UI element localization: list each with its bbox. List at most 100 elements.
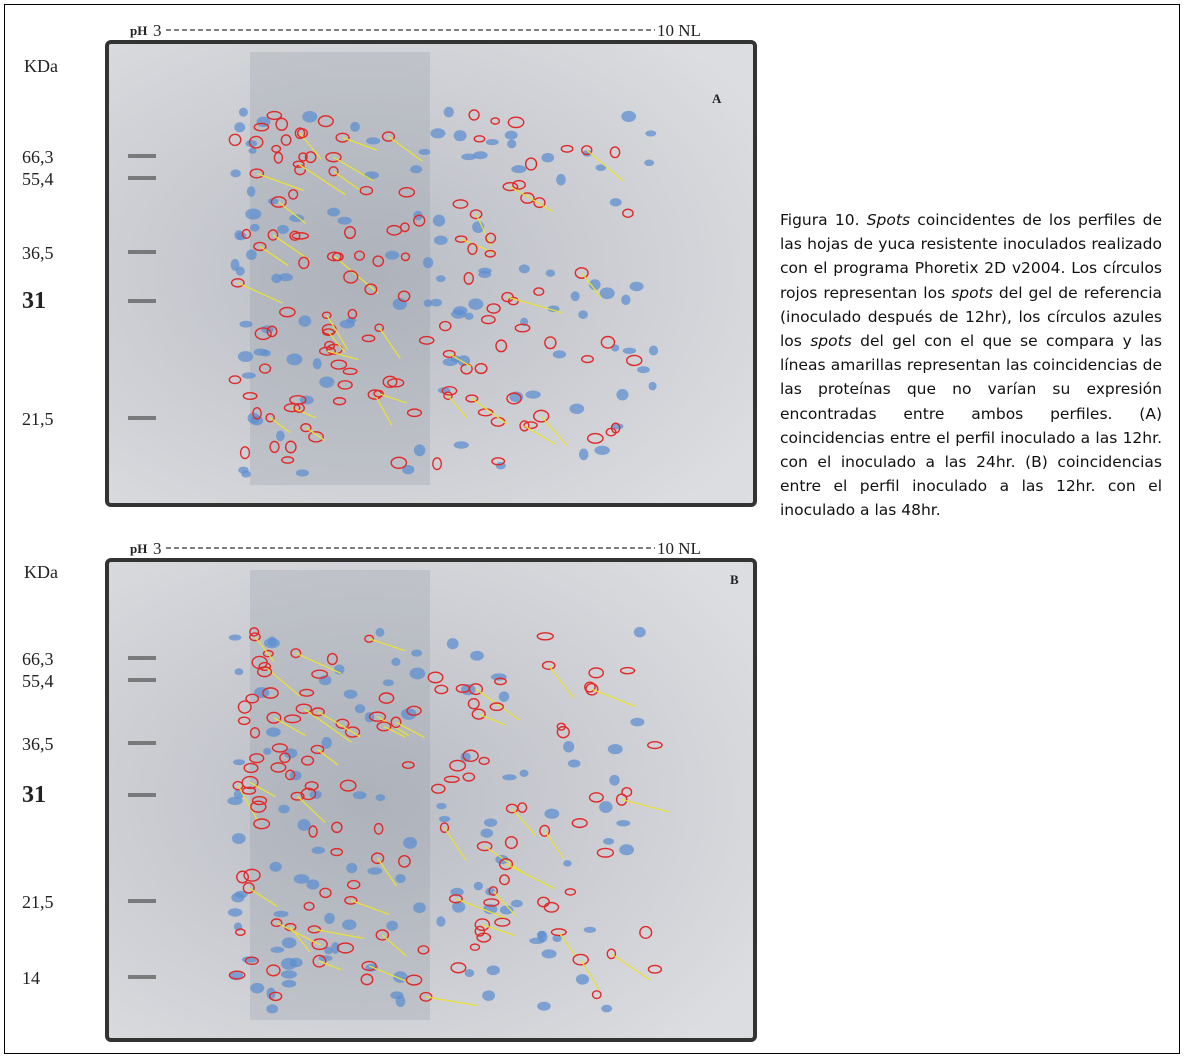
blue-spot	[616, 820, 630, 826]
blue-spot	[375, 628, 384, 637]
blue-spot	[271, 274, 281, 284]
blue-spot	[239, 108, 248, 117]
blue-spot	[386, 921, 398, 931]
blue-spot	[436, 803, 446, 809]
blue-spot	[544, 809, 559, 819]
mw-marker: 31	[22, 782, 46, 808]
blue-spot	[499, 691, 509, 702]
blue-spot	[542, 949, 557, 958]
blue-spot	[261, 350, 271, 357]
blue-spot	[649, 345, 658, 355]
blue-spot	[247, 186, 256, 197]
blue-spot	[637, 366, 650, 373]
blue-spot	[355, 704, 365, 713]
blue-spot	[447, 638, 459, 649]
ladder-band	[128, 154, 156, 158]
blue-spot	[484, 818, 497, 827]
blue-spot	[465, 969, 475, 977]
blue-spot	[242, 372, 256, 378]
blue-spot	[319, 376, 334, 387]
blue-spot	[312, 847, 325, 854]
mw-marker: 36,5	[22, 243, 54, 263]
blue-spot	[482, 990, 495, 1001]
blue-spot	[453, 306, 467, 315]
ladder-band	[128, 741, 156, 745]
blue-spot	[246, 249, 257, 260]
blue-spot	[250, 983, 264, 994]
blue-spot	[511, 900, 523, 908]
blue-spot	[537, 1002, 551, 1011]
blue-spot	[302, 111, 317, 123]
blue-spot	[350, 122, 360, 132]
caption-italic: spots	[951, 284, 993, 302]
ladder-band	[128, 299, 156, 303]
blue-spot	[383, 679, 394, 686]
blue-spot	[266, 727, 281, 736]
blue-spot	[511, 165, 526, 173]
ph-end: 10 NL	[657, 21, 701, 40]
mw-marker: 66,3	[22, 147, 54, 167]
blue-spot	[520, 770, 529, 777]
mw-marker: 55,4	[22, 671, 54, 691]
blue-spot	[238, 351, 253, 362]
gel-background	[107, 42, 755, 505]
blue-spot	[395, 874, 405, 883]
ladder-band	[128, 656, 156, 660]
blue-spot	[410, 668, 426, 680]
panel-letter: B	[730, 572, 739, 587]
blue-spot	[443, 358, 458, 366]
blue-spot	[644, 160, 654, 167]
blue-spot	[601, 1005, 612, 1013]
ph-end: 10 NL	[657, 539, 701, 558]
panel-letter: A	[712, 91, 722, 106]
blue-spot	[569, 404, 584, 414]
blue-spot	[282, 980, 297, 988]
blue-spot	[313, 358, 322, 369]
blue-spot	[621, 111, 636, 122]
ladder-band	[128, 176, 156, 180]
caption-text: Figura 10.	[780, 211, 867, 229]
blue-spot	[634, 627, 646, 638]
blue-spot	[599, 801, 612, 813]
blue-spot	[237, 232, 247, 241]
blue-spot	[553, 350, 566, 358]
blue-spot	[502, 774, 516, 780]
blue-spot	[231, 893, 244, 903]
blue-spot	[600, 287, 615, 299]
blue-spot	[376, 794, 386, 801]
blue-spot	[439, 816, 450, 822]
blue-spot	[298, 315, 311, 326]
blue-spot	[274, 911, 289, 918]
blue-spot	[364, 171, 379, 179]
caption-text: del gel con el que se compara y las líne…	[780, 332, 1162, 519]
blue-spot	[286, 354, 302, 366]
blue-spot	[268, 636, 277, 646]
blue-spot	[297, 819, 310, 831]
blue-spot	[346, 863, 357, 873]
blue-spot	[594, 446, 609, 455]
blue-spot	[340, 320, 355, 329]
blue-spot	[239, 321, 252, 328]
blue-spot	[282, 937, 297, 948]
unit-label: KDa	[24, 562, 58, 582]
ph-label: pH	[130, 23, 147, 38]
caption-italic: Spots	[867, 211, 910, 229]
blue-spot	[525, 391, 540, 399]
blue-spot	[563, 860, 572, 867]
page: {"figure":{"panels":[ {"ph":"pH","ph_sta…	[0, 0, 1188, 1060]
mw-marker: 21,5	[22, 892, 54, 912]
blue-spot	[337, 217, 351, 225]
mw-marker: 66,3	[22, 649, 54, 669]
blue-spot	[468, 298, 483, 309]
blue-spot	[294, 874, 309, 884]
blue-spot	[263, 748, 271, 755]
ph-start: 3	[153, 21, 162, 40]
blue-spot	[609, 775, 619, 786]
caption-italic: spots	[810, 332, 852, 350]
blue-spot	[423, 257, 433, 268]
blue-spot	[296, 469, 309, 476]
blue-spot	[578, 310, 588, 319]
blue-spot	[245, 209, 261, 220]
blue-spot	[353, 791, 367, 799]
blue-spot	[556, 174, 566, 186]
